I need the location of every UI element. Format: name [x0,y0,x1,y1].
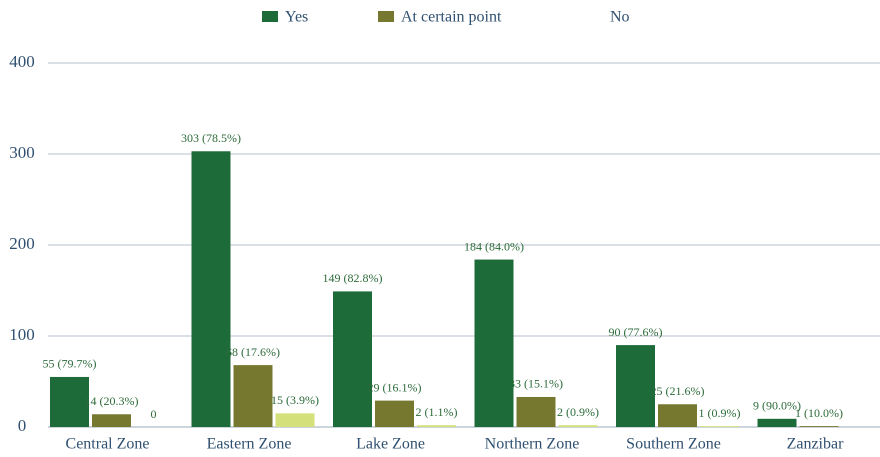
y-tick-label: 300 [9,143,35,162]
data-label: 0 [151,407,157,421]
legend-swatch [262,11,278,22]
bar [233,365,273,427]
bar [92,414,131,427]
legend-label: At certain point [401,9,502,26]
data-label: 149 (82.8%) [323,271,383,285]
data-label: 29 (16.1%) [368,380,422,394]
x-tick-label: Southern Zone [626,436,721,453]
bar [658,404,697,427]
bar [375,400,414,427]
bar [700,426,739,427]
bar [616,345,655,427]
data-label: 68 (17.6%) [226,345,280,359]
y-tick-label: 200 [9,234,35,253]
bar [191,151,231,427]
bar [799,426,839,427]
bar [275,413,315,427]
data-label: 25 (21.6%) [651,384,705,398]
bar [50,376,89,427]
data-label: 15 (3.9%) [271,393,319,407]
x-tick-label: Lake Zone [356,436,425,453]
data-label: 2 (1.1%) [416,405,458,419]
bar [516,396,556,427]
bar [474,259,514,427]
data-label: 55 (79.7%) [43,357,97,371]
bar [558,425,598,427]
legend-swatch [590,11,606,22]
legend-swatch [378,11,394,22]
x-tick-label: Eastern Zone [207,436,292,453]
bar [333,291,372,427]
x-tick-label: Central Zone [66,436,150,453]
data-label: 9 (90.0%) [753,399,801,413]
bar [417,425,456,427]
legend-label: Yes [285,9,308,26]
data-label: 33 (15.1%) [509,377,563,391]
data-label: 1 (0.9%) [699,406,741,420]
x-tick-label: Northern Zone [485,436,580,453]
data-label: 2 (0.9%) [557,405,599,419]
data-label: 90 (77.6%) [609,325,663,339]
bar [757,418,797,427]
legend-label: No [610,9,630,26]
y-tick-label: 0 [18,416,27,435]
y-tick-label: 100 [9,325,35,344]
y-tick-label: 400 [9,52,35,71]
x-tick-label: Zanzibar [787,436,845,453]
data-label: 303 (78.5%) [181,131,241,145]
data-label: 184 (84.0%) [464,239,524,253]
data-label: 1 (10.0%) [795,406,843,420]
data-label: 14 (20.3%) [85,394,139,408]
